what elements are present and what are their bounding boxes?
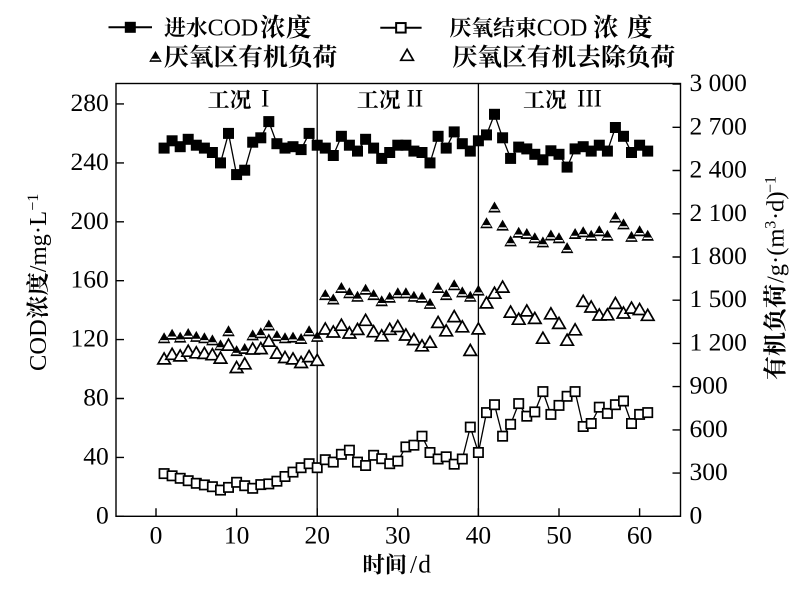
svg-text:240: 240 [71, 147, 109, 176]
svg-text:2 700: 2 700 [690, 111, 747, 140]
svg-text:160: 160 [71, 265, 109, 294]
svg-text:600: 600 [690, 414, 728, 443]
svg-text:1 800: 1 800 [690, 241, 747, 270]
svg-text:50: 50 [546, 521, 572, 550]
svg-text:2 100: 2 100 [690, 198, 747, 227]
svg-text:II: II [407, 86, 424, 113]
svg-text:−1: −1 [25, 194, 42, 211]
svg-text:60: 60 [627, 521, 653, 550]
svg-text:1 200: 1 200 [690, 327, 747, 356]
svg-text:0: 0 [690, 500, 703, 529]
svg-text:I: I [261, 86, 269, 113]
svg-text:COD: COD [537, 16, 588, 42]
svg-text:/mg·L: /mg·L [25, 211, 52, 272]
svg-text:COD: COD [25, 319, 52, 371]
svg-text:280: 280 [71, 88, 109, 117]
svg-text:3: 3 [763, 221, 780, 229]
svg-text:2 400: 2 400 [690, 155, 747, 184]
svg-text:300: 300 [690, 457, 728, 486]
svg-text:−1: −1 [763, 176, 780, 193]
svg-text:1 500: 1 500 [690, 284, 747, 313]
svg-text:900: 900 [690, 371, 728, 400]
svg-text:3 000: 3 000 [690, 68, 747, 97]
svg-text:40: 40 [466, 521, 492, 550]
svg-text:·d): ·d) [763, 191, 790, 220]
svg-text:/d: /d [410, 550, 432, 579]
svg-text:/g·(m: /g·(m [763, 229, 790, 283]
svg-text:20: 20 [304, 521, 330, 550]
svg-text:0: 0 [150, 521, 163, 550]
svg-text:40: 40 [83, 441, 109, 470]
svg-text:0: 0 [96, 500, 109, 529]
svg-text:III: III [577, 86, 602, 113]
svg-text:10: 10 [224, 521, 250, 550]
svg-text:120: 120 [71, 324, 109, 353]
svg-text:COD: COD [208, 16, 259, 42]
svg-text:200: 200 [71, 206, 109, 235]
svg-text:30: 30 [385, 521, 411, 550]
svg-text:80: 80 [83, 383, 109, 412]
